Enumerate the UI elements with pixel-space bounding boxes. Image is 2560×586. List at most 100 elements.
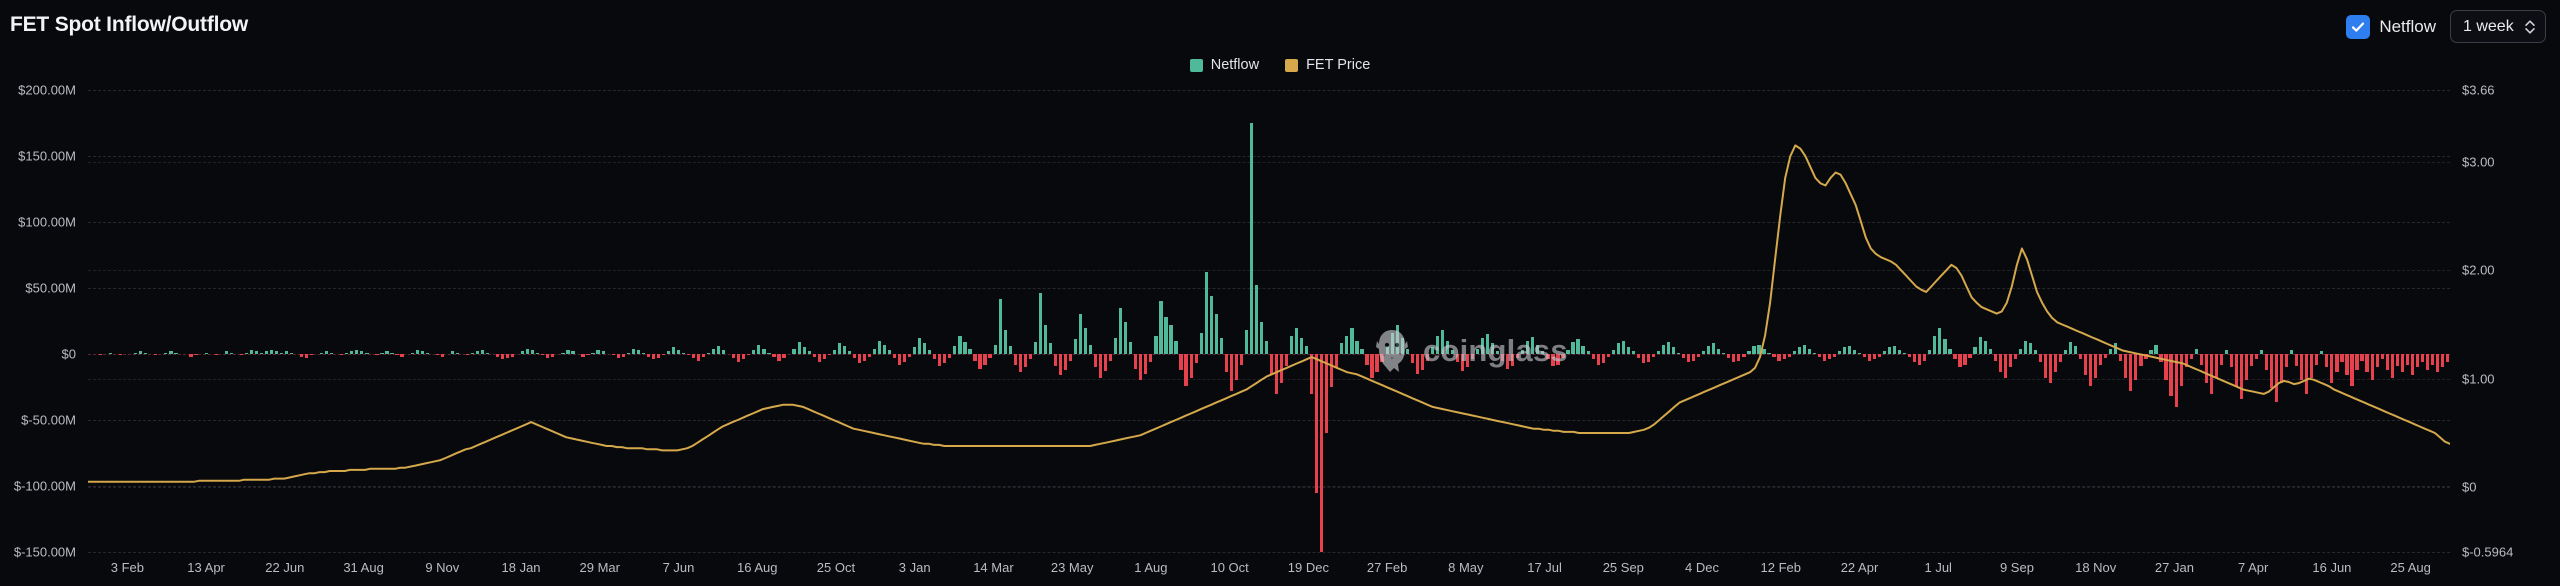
netflow-bar-inflow[interactable] xyxy=(1219,338,1223,354)
netflow-bar-outflow[interactable] xyxy=(702,354,706,357)
netflow-bar-inflow[interactable] xyxy=(2149,350,2153,354)
netflow-bar-outflow[interactable] xyxy=(2365,354,2369,373)
netflow-bar-inflow[interactable] xyxy=(345,352,349,354)
netflow-bar-outflow[interactable] xyxy=(2124,354,2128,378)
netflow-bar-outflow[interactable] xyxy=(903,354,907,362)
netflow-checkbox[interactable] xyxy=(2346,14,2371,39)
netflow-bar-outflow[interactable] xyxy=(2360,354,2364,361)
netflow-bar-inflow[interactable] xyxy=(1928,350,1932,354)
netflow-bar-inflow[interactable] xyxy=(1154,335,1158,354)
netflow-bar-inflow[interactable] xyxy=(571,351,575,354)
netflow-bar-outflow[interactable] xyxy=(2209,354,2213,394)
netflow-bar-inflow[interactable] xyxy=(1948,348,1952,354)
netflow-bar-inflow[interactable] xyxy=(536,352,540,354)
netflow-bar-outflow[interactable] xyxy=(1284,354,1289,366)
netflow-bar-inflow[interactable] xyxy=(953,346,957,354)
netflow-bar-outflow[interactable] xyxy=(1772,354,1776,357)
netflow-bar-outflow[interactable] xyxy=(581,354,585,357)
netflow-bar-outflow[interactable] xyxy=(2380,354,2384,360)
netflow-bar-outflow[interactable] xyxy=(2269,354,2274,389)
netflow-bar-inflow[interactable] xyxy=(1209,295,1213,354)
netflow-bar-inflow[interactable] xyxy=(1676,352,1681,354)
netflow-bar-inflow[interactable] xyxy=(1491,343,1495,354)
netflow-bar-outflow[interactable] xyxy=(1149,354,1153,362)
netflow-bar-inflow[interactable] xyxy=(1566,350,1570,354)
netflow-bar-inflow[interactable] xyxy=(2154,344,2158,354)
netflow-bar-inflow[interactable] xyxy=(631,348,635,354)
netflow-bar-outflow[interactable] xyxy=(1636,354,1640,358)
netflow-bar-inflow[interactable] xyxy=(480,350,485,354)
netflow-bar-inflow[interactable] xyxy=(722,350,726,354)
netflow-bar-outflow[interactable] xyxy=(1561,354,1565,358)
netflow-bar-outflow[interactable] xyxy=(611,354,615,356)
netflow-bar-outflow[interactable] xyxy=(737,354,741,362)
netflow-bar-inflow[interactable] xyxy=(1174,340,1178,354)
netflow-bar-outflow[interactable] xyxy=(541,354,545,356)
netflow-bar-inflow[interactable] xyxy=(164,352,168,354)
netflow-bar-inflow[interactable] xyxy=(923,343,927,354)
netflow-bar-outflow[interactable] xyxy=(2244,354,2249,381)
netflow-bar-outflow[interactable] xyxy=(2089,354,2093,386)
netflow-bar-inflow[interactable] xyxy=(1978,336,1982,354)
netflow-bar-outflow[interactable] xyxy=(2043,354,2048,378)
netflow-bar-outflow[interactable] xyxy=(375,354,379,356)
netflow-bar-outflow[interactable] xyxy=(2184,354,2188,368)
netflow-bar-inflow[interactable] xyxy=(485,352,490,354)
netflow-bar-inflow[interactable] xyxy=(274,351,279,354)
netflow-bar-outflow[interactable] xyxy=(1420,354,1424,370)
netflow-bar-inflow[interactable] xyxy=(526,348,530,354)
netflow-bar-outflow[interactable] xyxy=(1415,354,1419,374)
netflow-bar-outflow[interactable] xyxy=(546,354,550,358)
netflow-bar-inflow[interactable] xyxy=(229,352,233,354)
netflow-bar-inflow[interactable] xyxy=(2290,350,2294,354)
netflow-bar-outflow[interactable] xyxy=(1370,354,1374,378)
netflow-bar-outflow[interactable] xyxy=(1641,354,1645,364)
netflow-bar-outflow[interactable] xyxy=(299,354,304,357)
netflow-bar-inflow[interactable] xyxy=(1345,335,1349,354)
netflow-bar-outflow[interactable] xyxy=(2425,354,2429,370)
netflow-bar-outflow[interactable] xyxy=(2305,354,2309,394)
netflow-bar-inflow[interactable] xyxy=(284,351,289,354)
netflow-bar-inflow[interactable] xyxy=(244,352,248,354)
netflow-bar-inflow[interactable] xyxy=(882,344,887,354)
netflow-bar-inflow[interactable] xyxy=(1983,340,1987,354)
netflow-bar-outflow[interactable] xyxy=(1697,354,1701,357)
netflow-bar-inflow[interactable] xyxy=(1666,342,1671,354)
netflow-bar-outflow[interactable] xyxy=(1184,354,1188,386)
netflow-bar-outflow[interactable] xyxy=(2310,354,2314,378)
netflow-bar-inflow[interactable] xyxy=(1204,272,1208,354)
netflow-bar-outflow[interactable] xyxy=(2280,354,2284,384)
netflow-bar-outflow[interactable] xyxy=(194,354,198,356)
netflow-bar-inflow[interactable] xyxy=(1450,350,1455,354)
netflow-bar-outflow[interactable] xyxy=(2395,354,2399,366)
netflow-bar-outflow[interactable] xyxy=(1279,354,1284,384)
netflow-bar-inflow[interactable] xyxy=(355,350,359,354)
netflow-bar-inflow[interactable] xyxy=(1611,350,1615,354)
netflow-bar-outflow[interactable] xyxy=(1068,354,1073,361)
netflow-bar-outflow[interactable] xyxy=(440,354,444,357)
netflow-bar-outflow[interactable] xyxy=(1958,354,1962,368)
netflow-bar-inflow[interactable] xyxy=(1661,344,1666,354)
netflow-bar-outflow[interactable] xyxy=(2048,354,2053,384)
netflow-bar-outflow[interactable] xyxy=(2199,354,2203,365)
netflow-bar-outflow[interactable] xyxy=(1104,354,1108,372)
netflow-bar-outflow[interactable] xyxy=(2129,354,2133,391)
netflow-bar-inflow[interactable] xyxy=(1837,351,1841,354)
netflow-bar-outflow[interactable] xyxy=(857,354,861,364)
netflow-bar-inflow[interactable] xyxy=(1003,330,1007,354)
netflow-bar-inflow[interactable] xyxy=(1536,344,1540,354)
netflow-bar-outflow[interactable] xyxy=(621,354,625,357)
netflow-bar-inflow[interactable] xyxy=(264,351,268,354)
netflow-bar-outflow[interactable] xyxy=(2390,354,2394,378)
netflow-bar-outflow[interactable] xyxy=(2355,354,2359,370)
netflow-bar-inflow[interactable] xyxy=(671,347,676,354)
netflow-bar-outflow[interactable] xyxy=(948,354,952,358)
netflow-bar-inflow[interactable] xyxy=(872,348,877,354)
netflow-bar-outflow[interactable] xyxy=(2219,354,2223,365)
netflow-bar-inflow[interactable] xyxy=(1656,351,1661,354)
netflow-bar-outflow[interactable] xyxy=(1742,354,1746,357)
netflow-bar-outflow[interactable] xyxy=(1224,354,1228,373)
netflow-bar-inflow[interactable] xyxy=(1164,317,1168,354)
netflow-bar-inflow[interactable] xyxy=(1747,351,1751,354)
netflow-bar-outflow[interactable] xyxy=(817,354,821,362)
